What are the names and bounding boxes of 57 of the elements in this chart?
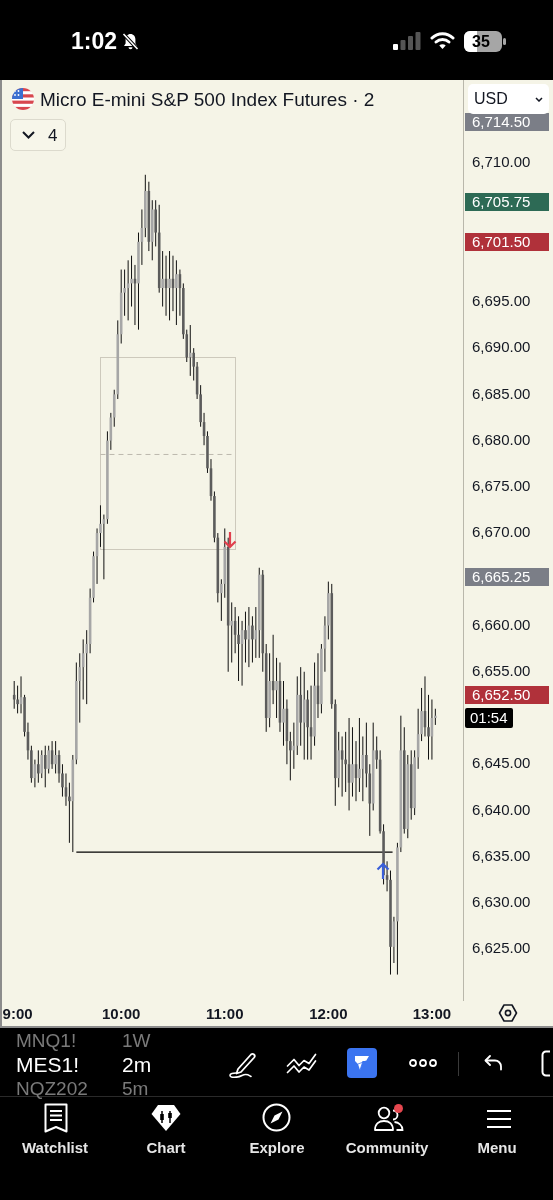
y-tick-label: 6,695.00 [472,292,531,310]
text: 2m [122,1053,152,1076]
candlestick [188,324,192,377]
x-tick-label: 13:00 [412,1005,452,1023]
y-tick-label: 6,675.00 [472,476,531,494]
text: NQZ202 [16,1078,88,1099]
candlestick [43,745,47,788]
y-tick-label: 6,685.00 [472,384,531,402]
candlestick [275,657,278,719]
candlestick [54,740,57,774]
y-tick-label: 6,635.00 [472,846,531,864]
candlestick [40,749,44,779]
y-tick-label: 6,640.00 [472,800,531,818]
y-tick-label: 6,670.00 [472,523,531,541]
text: 6,714.50 [465,113,549,131]
annotation: 4 [48,126,58,145]
y-tick-label: 6,630.00 [472,893,531,911]
text: 1:02 [71,28,118,54]
y-tick-label: 6,660.00 [472,615,531,633]
text: 6,665.25 [465,568,549,586]
x-tick-label: 10:00 [102,1005,141,1023]
text: MNQ1! [16,1030,77,1051]
y-tick-label: 6,625.00 [472,939,531,957]
candlestick [161,250,164,308]
text: 6,652.50 [465,686,549,704]
y-tick-label: 6,690.00 [472,338,531,356]
text: 6,705.75 [465,193,549,211]
candlestick [282,680,285,747]
text: 6,701.50 [465,233,549,251]
candlestick [168,250,171,321]
candlestick [351,726,354,798]
text: MES1! [16,1053,80,1076]
candlestick [175,259,178,326]
text: 5m [122,1078,149,1099]
y-tick-label: 6,710.00 [472,153,531,171]
candlestick [154,199,157,247]
candlestick [244,611,247,664]
text: Watchlist [21,1139,89,1156]
x-tick-label: 12:00 [309,1005,348,1023]
text: 1W [122,1030,151,1051]
text: Community [345,1139,429,1156]
y-tick-label: 6,655.00 [472,661,531,679]
candlestick [16,685,19,714]
candlestick [230,601,234,664]
text: Micro E-mini S&P 500 Index Futures · 2 [40,89,375,110]
y-tick-label: 6,680.00 [472,430,531,448]
x-tick-label: 9:00 [2,1005,33,1023]
candlestick [37,749,40,784]
text: Explore [249,1139,305,1156]
text: Menu [477,1139,517,1156]
text: 01:54 [465,708,513,728]
text: 35 [472,33,490,50]
y-tick-label: 6,645.00 [472,754,531,772]
text: USD [474,90,508,107]
text: Chart [146,1139,186,1156]
x-tick-label: 11:00 [205,1005,244,1023]
candlestick [302,671,306,761]
